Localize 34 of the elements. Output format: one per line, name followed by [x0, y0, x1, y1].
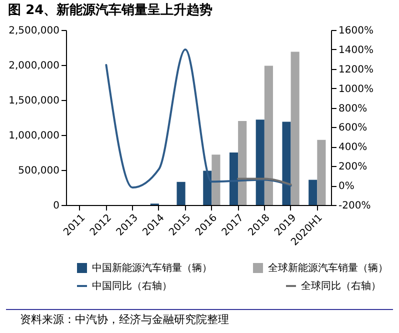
chart-title: 图 24、新能源汽车销量呈上升趋势: [8, 2, 213, 18]
y2-tick-label: -200%: [338, 200, 371, 212]
bar: [238, 121, 247, 205]
y-tick-label: 1,000,000: [8, 130, 60, 142]
y2-tick-label: 1400%: [338, 44, 374, 56]
y-tick-label: 2,500,000: [8, 26, 60, 36]
bar: [212, 154, 220, 205]
bar: [203, 170, 212, 205]
bar: [290, 52, 300, 205]
y-tick-label: 2,000,000: [8, 60, 60, 72]
y2-tick-label: 0%: [338, 181, 354, 192]
y2-tick-label: 1600%: [338, 26, 374, 36]
y2-tick-label: 1000%: [338, 84, 374, 95]
legend-label: 全球同比（右轴）: [301, 280, 381, 292]
y2-tick-label: 1200%: [338, 64, 374, 76]
y2-tick-label: 800%: [338, 103, 368, 114]
bar: [308, 180, 318, 205]
bar: [317, 140, 326, 205]
y-tick-label: 0: [53, 200, 60, 212]
legend-label: 中国新能源汽车销量（辆）: [92, 262, 212, 274]
legend-label: 全球新能源汽车销量（辆）: [268, 262, 388, 274]
y2-tick-label: 600%: [338, 122, 368, 134]
bar: [176, 182, 186, 205]
bar: [256, 120, 264, 205]
y2-tick-label: 400%: [338, 142, 368, 154]
bar: [282, 122, 291, 205]
y2-tick-label: 200%: [338, 162, 368, 173]
y-tick-label: 1,500,000: [8, 96, 60, 106]
line-series: [105, 48, 292, 188]
bar: [264, 66, 273, 205]
y-tick-label: 500,000: [18, 166, 60, 176]
text: 资料来源：中汽协，经济与金融研究院整理: [6, 309, 393, 327]
bar: [229, 152, 238, 205]
legend-label: 中国同比（右轴）: [92, 280, 172, 292]
